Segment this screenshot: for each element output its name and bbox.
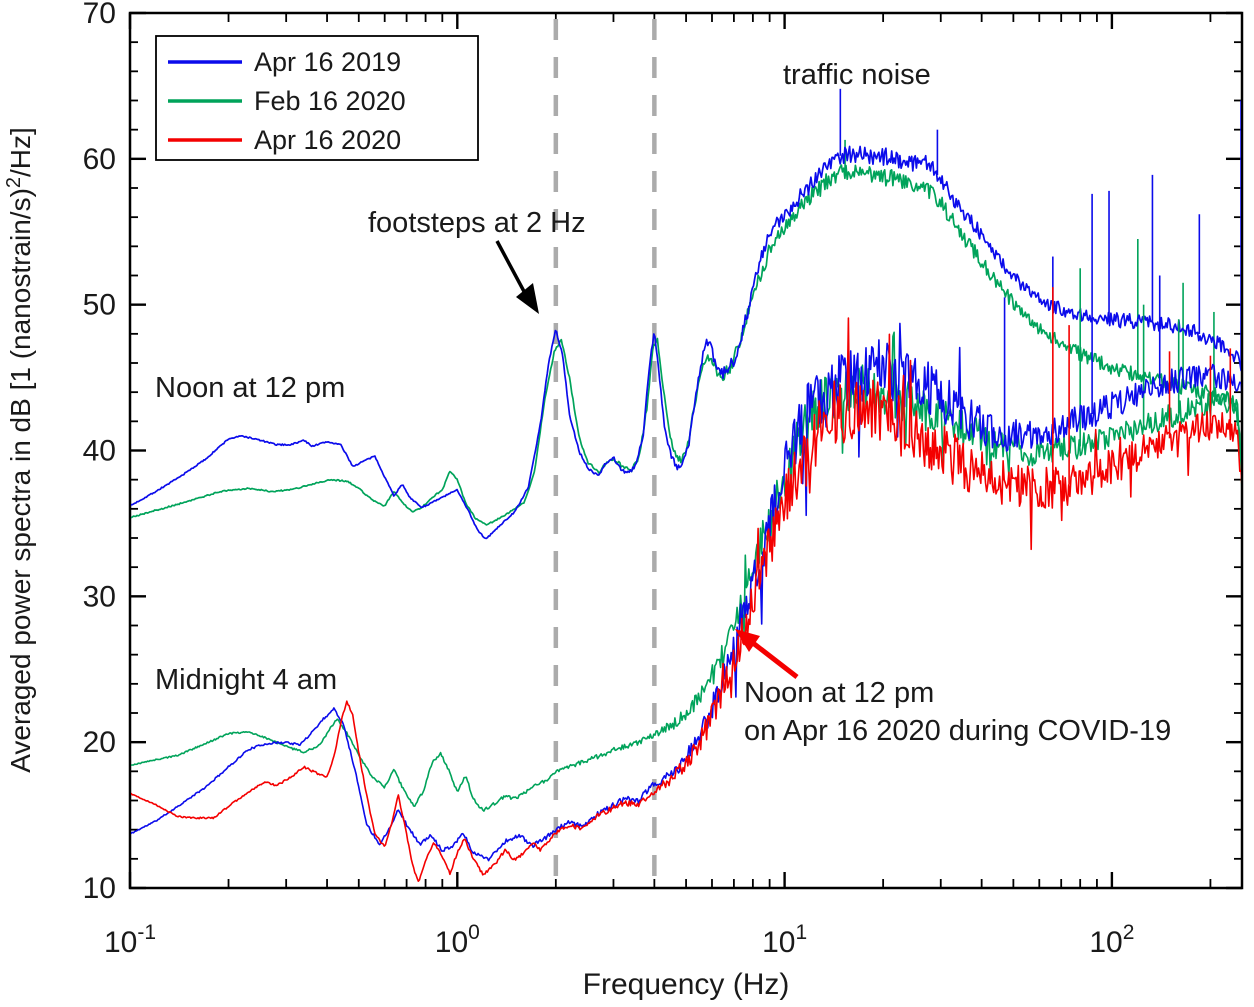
axis-ticks xyxy=(128,11,1242,890)
annotation-traffic-noise: traffic noise xyxy=(783,59,931,91)
series-curves xyxy=(131,88,1241,882)
dashed-guides xyxy=(553,19,657,886)
y-tick-label: 10 xyxy=(83,872,116,905)
annotation-midnight-cluster: Midnight 4 am xyxy=(155,664,337,696)
y-axis-label: Averaged power spectra in dB [1 (nanostr… xyxy=(3,127,36,773)
annotation-noon-cluster: Noon at 12 pm xyxy=(155,372,345,404)
annotation-footsteps: footsteps at 2 Hz xyxy=(368,207,586,239)
y-tick-label: 70 xyxy=(83,0,116,30)
legend: Apr 16 2019 Feb 16 2020 Apr 16 2020 xyxy=(155,35,479,161)
x-tick-label: 100 xyxy=(435,921,480,959)
annotation-covid-line2: on Apr 16 2020 during COVID-19 xyxy=(744,715,1171,747)
series-path-apr-16-2020-noon-and-midnight xyxy=(131,317,1241,882)
y-tick-label: 20 xyxy=(83,726,116,759)
footsteps-arrow-shaft xyxy=(495,240,529,298)
legend-label-feb-2020: Feb 16 2020 xyxy=(254,86,406,116)
axis-tick-labels: 10 20 30 40 50 60 70 10-1 100 101 102 xyxy=(83,0,1135,959)
y-tick-label: 50 xyxy=(83,289,116,322)
y-tick-label: 30 xyxy=(83,580,116,613)
y-tick-label: 40 xyxy=(83,434,116,467)
legend-label-apr-2020: Apr 16 2020 xyxy=(254,125,401,155)
x-tick-label: 102 xyxy=(1089,921,1134,959)
series-path-apr-16-2019-noon xyxy=(131,145,1241,540)
series-path-feb-16-2020-noon xyxy=(131,164,1241,526)
legend-label-apr-2019: Apr 16 2019 xyxy=(254,47,401,77)
y-tick-label: 60 xyxy=(83,143,116,176)
x-tick-label: 10-1 xyxy=(104,921,156,959)
x-tick-label: 101 xyxy=(762,921,807,959)
footsteps-arrow-head xyxy=(516,283,539,314)
x-axis-label: Frequency (Hz) xyxy=(583,968,790,1001)
annotation-covid-line1: Noon at 12 pm xyxy=(744,677,934,709)
covid-arrow-head xyxy=(735,629,760,652)
covid-arrow-shaft xyxy=(751,641,799,679)
series-path-feb-16-2020-midnight xyxy=(131,331,1241,812)
